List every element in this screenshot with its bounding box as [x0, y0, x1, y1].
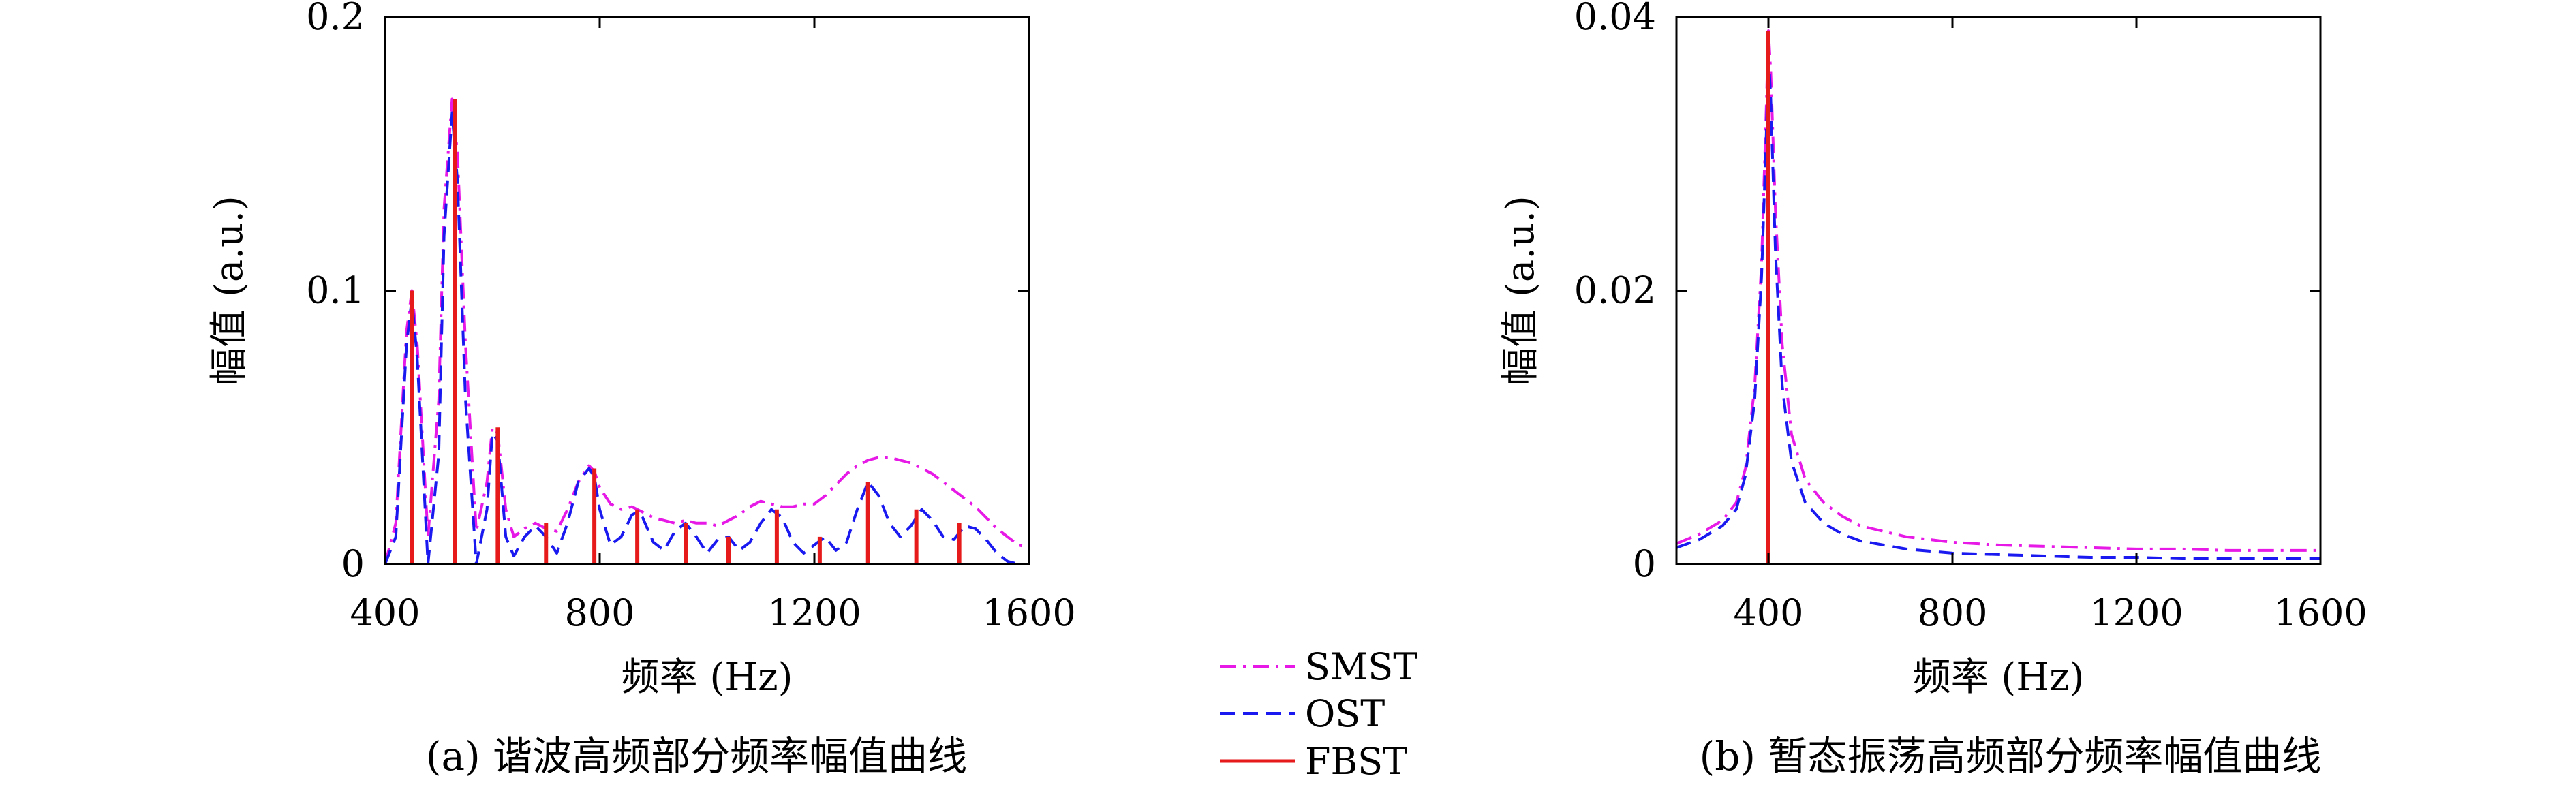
panel-b-ytick-label-0: 0 — [1633, 542, 1656, 585]
legend: SMST OST FBST — [1220, 645, 1417, 783]
panel-b-x-axis-title: 频率 (Hz) — [1913, 655, 2085, 700]
panel-a-plot-frame — [384, 16, 1030, 565]
panel-a-y-axis-title: 幅值 (a.u.) — [207, 196, 251, 386]
panel-b-xtick-label-0: 400 — [1733, 591, 1803, 634]
panel-b-ytick-label-2: 0.04 — [1574, 0, 1656, 38]
panel-a-xtick-label-1: 800 — [564, 591, 634, 634]
panel-b-ytick-label-1: 0.02 — [1574, 269, 1656, 312]
panel-a-xtick-label-2: 1200 — [767, 591, 861, 634]
panel-a-smst-line — [384, 97, 1030, 565]
panel-b-chart: 400 800 1200 1600 0 0.02 0.04 频率 (Hz) 幅值 (a.u.) — [1499, 0, 2367, 700]
panel-a-xtick-label-0: 400 — [350, 591, 420, 634]
panel-a-ytick-label-0: 0 — [341, 542, 365, 585]
panel-b-caption: (b) 暂态振荡高频部分频率幅值曲线 — [1700, 733, 2322, 779]
legend-label-ost: OST — [1305, 692, 1385, 735]
panel-a-x-axis-title: 频率 (Hz) — [622, 655, 793, 700]
legend-label-smst: SMST — [1305, 645, 1417, 688]
panel-a-ytick-label-2: 0.2 — [306, 0, 365, 38]
panel-a-xtick-label-3: 1600 — [982, 591, 1075, 634]
panel-b-xtick-label-1: 800 — [1917, 591, 1987, 634]
panel-b-y-axis-title: 幅值 (a.u.) — [1499, 196, 1543, 386]
panel-b-smst-line — [1676, 29, 2320, 552]
panel-b-plot-frame — [1675, 16, 2322, 565]
legend-label-fbst: FBST — [1305, 740, 1407, 783]
panel-a-caption: (a) 谐波高频部分频率幅值曲线 — [426, 733, 967, 779]
panel-a-chart: 400 800 1200 1600 0 0.1 0.2 频率 (Hz) 幅值 (a.u.) — [207, 0, 1076, 700]
panel-b-xtick-label-3: 1600 — [2273, 591, 2367, 634]
panel-a-ytick-label-1: 0.1 — [306, 269, 365, 312]
panel-b-xtick-label-2: 1200 — [2089, 591, 2183, 634]
panel-b-ost-line — [1676, 50, 2320, 560]
panel-a-ost-line — [384, 111, 1029, 565]
